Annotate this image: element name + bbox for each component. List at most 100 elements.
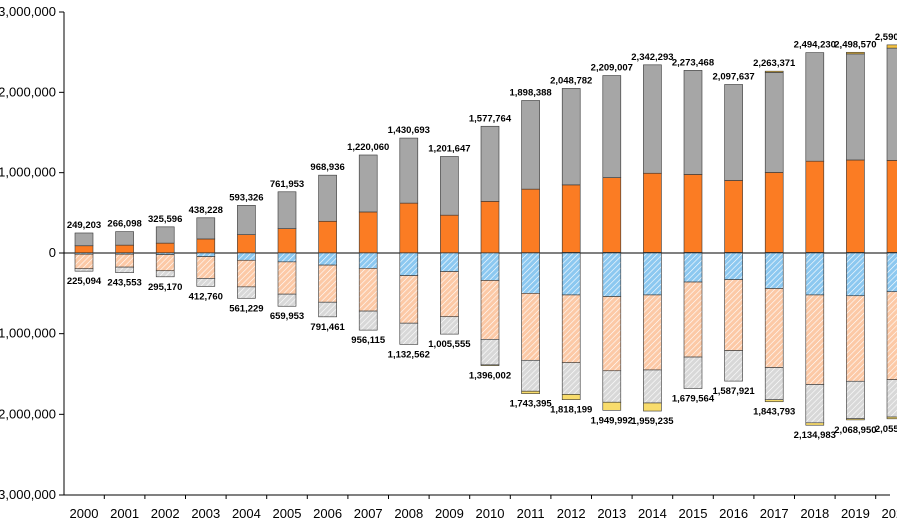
bar-segment-lower-blue	[358, 252, 378, 269]
bar-segment-lower-yellow	[846, 418, 865, 421]
bar-segment-lower-peach	[115, 253, 134, 268]
bar-segment-lower-gray	[886, 379, 897, 418]
bar-segment-lower-peach	[602, 296, 622, 372]
bar-segment-upper-orange	[318, 220, 337, 254]
bar-segment-upper-gray	[155, 226, 175, 244]
x-tick-label: 2008	[394, 506, 423, 521]
lower-total-label: 1,818,199	[550, 405, 592, 416]
x-tick-label: 2012	[557, 506, 586, 521]
bar-segment-upper-orange	[805, 160, 825, 253]
lower-total-label: 1,587,921	[712, 386, 755, 397]
y-tick-label: 3,000,000	[0, 4, 56, 19]
bar-segment-lower-blue	[440, 252, 459, 272]
y-tick-label: 3,000,000	[0, 487, 56, 502]
bar-segment-lower-peach	[886, 291, 897, 380]
x-tick-label: 2004	[232, 506, 261, 521]
x-tick-label: 2018	[800, 506, 829, 521]
y-tick-label: 2,000,000	[0, 84, 56, 99]
upper-total-label: 2,209,007	[591, 63, 633, 74]
bar-segment-upper-gray	[602, 75, 622, 178]
bar-segment-lower-yellow	[643, 402, 662, 412]
x-tick-label: 2003	[191, 506, 220, 521]
bar-segment-upper-gray	[318, 174, 337, 222]
upper-total-label: 2,263,371	[753, 58, 796, 69]
bar-segment-lower-blue	[277, 252, 297, 263]
bar-segment-lower-gray	[764, 367, 784, 401]
bar-segment-lower-gray	[805, 384, 825, 424]
bar-segment-lower-peach	[237, 259, 256, 288]
bar-segment-upper-gray	[358, 154, 378, 213]
upper-total-label: 266,098	[107, 219, 141, 230]
bar-segment-lower-peach	[318, 264, 337, 303]
bar-segment-upper-orange	[196, 238, 216, 254]
bar-segment-upper-orange	[440, 214, 459, 254]
upper-total-label: 1,201,647	[428, 143, 470, 154]
bar-segment-lower-peach	[399, 275, 419, 324]
bar-segment-lower-gray	[846, 380, 865, 419]
lower-total-label: 2,134,983	[794, 430, 836, 441]
bar-segment-upper-orange	[724, 180, 743, 253]
bar-segment-upper-gray	[196, 217, 216, 240]
bar-segment-upper-orange	[358, 211, 378, 254]
bar-segment-lower-peach	[846, 295, 865, 382]
bar-segment-lower-blue	[561, 252, 581, 296]
bar-segment-upper-orange	[521, 188, 540, 253]
bar-segment-upper-gray	[643, 64, 662, 174]
bar-segment-lower-blue	[237, 252, 256, 261]
lower-total-label: 659,953	[270, 311, 304, 322]
bar-segment-upper-gray	[846, 53, 865, 161]
bar-segment-upper-orange	[643, 172, 662, 253]
upper-total-label: 325,596	[148, 214, 182, 225]
x-tick-label: 2011	[517, 506, 545, 521]
x-tick-label: 2002	[151, 506, 180, 521]
upper-total-label: 2,342,293	[631, 52, 673, 63]
bar-segment-lower-gray	[237, 286, 256, 299]
bar-segment-upper-orange	[561, 184, 581, 253]
upper-total-label: 593,326	[229, 192, 263, 203]
upper-total-label: 2,048,782	[550, 75, 592, 86]
bar-segment-lower-blue	[846, 252, 865, 297]
bar-segment-lower-blue	[805, 252, 825, 296]
bar-segment-lower-blue	[886, 252, 897, 293]
bar-segment-lower-peach	[358, 268, 378, 312]
bar-segment-lower-blue	[724, 252, 743, 280]
bar-segment-lower-peach	[196, 256, 216, 279]
upper-total-label: 761,953	[270, 179, 304, 190]
upper-total-label: 249,203	[67, 220, 101, 231]
bar-segment-upper-gray	[886, 47, 897, 161]
bar-segment-upper-gray	[74, 232, 94, 247]
bar-segment-lower-peach	[724, 279, 743, 351]
upper-total-label: 438,228	[189, 205, 223, 216]
bar-segment-lower-peach	[683, 281, 703, 358]
bar-segment-lower-gray	[155, 270, 175, 278]
x-tick-label: 2020	[882, 506, 897, 521]
bar-segment-lower-blue	[399, 252, 419, 276]
bar-segment-lower-yellow	[602, 401, 622, 411]
bar-segment-lower-gray	[480, 339, 500, 366]
bar-segment-lower-yellow	[886, 416, 897, 420]
x-tick-label: 2006	[313, 506, 342, 521]
bar-segment-upper-orange	[399, 202, 419, 254]
bar-segment-upper-orange	[846, 159, 865, 253]
bar-segment-upper-gray	[115, 231, 134, 246]
bar-segment-upper-orange	[886, 160, 897, 253]
bar-segment-upper-orange	[602, 177, 622, 253]
bar-segment-lower-yellow	[521, 390, 540, 394]
bar-segment-lower-gray	[74, 268, 94, 272]
lower-total-label: 1,132,562	[388, 349, 430, 360]
bar-segment-upper-orange	[764, 172, 784, 253]
upper-total-label: 2,494,230	[794, 40, 836, 51]
bar-segment-lower-gray	[358, 310, 378, 331]
upper-total-label: 1,430,693	[388, 125, 430, 136]
bar-segment-upper-yellow	[886, 44, 897, 49]
upper-total-label: 1,577,764	[469, 113, 512, 124]
bar-segment-lower-gray	[602, 370, 622, 403]
lower-total-label: 1,005,555	[428, 339, 471, 350]
x-tick-label: 2000	[70, 506, 99, 521]
x-tick-label: 2001	[110, 506, 139, 521]
bars	[74, 44, 897, 426]
bar-segment-upper-gray	[521, 100, 540, 190]
bar-segment-upper-gray	[805, 52, 825, 162]
